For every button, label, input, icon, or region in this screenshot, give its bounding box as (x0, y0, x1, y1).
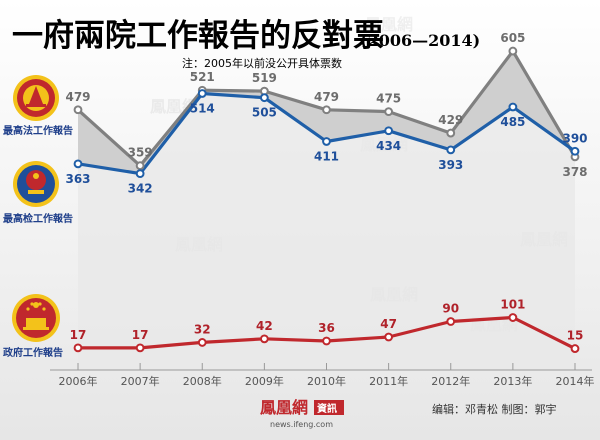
court-point (384, 107, 394, 117)
government-point (508, 313, 518, 322)
procuratorate-point (322, 137, 331, 146)
government-label: 政府工作報告 (3, 346, 63, 359)
x-tick-label: 2006年 (59, 374, 98, 388)
supreme-court-emblem (13, 75, 59, 121)
government-value-label: 36 (318, 321, 335, 335)
watermark: 鳳凰網 (365, 15, 413, 34)
court-point (73, 105, 83, 115)
national-emblem (12, 294, 60, 342)
logo-url: news.ifeng.com (270, 420, 333, 429)
government-value-label: 32 (194, 322, 211, 336)
procuratorate-point (508, 102, 518, 112)
procuratorate-label: 最高检工作報告 (3, 212, 73, 225)
procuratorate-point (570, 146, 580, 156)
procuratorate-value-label: 485 (500, 115, 525, 129)
government-value-label: 90 (442, 302, 459, 316)
court-value-label: 378 (562, 165, 587, 179)
procuratorate-point (73, 159, 83, 169)
procuratorate-value-label: 411 (314, 149, 339, 163)
court-point (508, 46, 518, 56)
procuratorate-value-label: 434 (376, 139, 401, 153)
government-point (570, 344, 580, 353)
procuratorate-value-label: 505 (252, 106, 277, 120)
government-point (197, 338, 207, 347)
government-point (322, 336, 331, 346)
government-value-label: 17 (70, 328, 87, 342)
government-value-label: 15 (567, 329, 584, 343)
x-tick-label: 2008年 (183, 374, 222, 388)
procuratorate-emblem (13, 161, 59, 207)
court-point (446, 128, 456, 138)
x-tick-label: 2013年 (493, 374, 532, 388)
court-value-label: 605 (500, 31, 525, 45)
government-point (384, 332, 394, 342)
government-point (135, 343, 145, 353)
x-tick-label: 2014年 (556, 374, 595, 388)
procuratorate-point (384, 126, 394, 136)
court-point (135, 161, 145, 171)
court-point (322, 105, 331, 115)
court-value-label: 475 (376, 92, 401, 106)
court-value-label: 479 (65, 90, 90, 104)
procuratorate-value-label: 390 (562, 131, 587, 145)
government-value-label: 47 (380, 317, 397, 331)
government-point (259, 334, 269, 344)
procuratorate-point (197, 89, 207, 98)
government-value-label: 17 (132, 328, 149, 342)
x-tick-label: 2011年 (369, 374, 408, 388)
government-value-label: 101 (500, 298, 525, 312)
x-tick-label: 2012年 (431, 374, 470, 388)
credits: 编辑：邓青松 制图：郭宇 (432, 402, 557, 416)
x-tick-label: 2007年 (121, 374, 160, 388)
logo-badge-bg (314, 400, 344, 415)
government-point (446, 317, 456, 326)
government-point (73, 343, 83, 353)
procuratorate-point (259, 93, 269, 103)
procuratorate-value-label: 393 (438, 158, 463, 172)
logo-badge: 資訊 (317, 402, 337, 415)
x-tick-label: 2010年 (307, 374, 346, 388)
court-value-label: 359 (128, 146, 153, 160)
court-value-label: 479 (314, 90, 339, 104)
court-value-label: 521 (190, 70, 215, 84)
procuratorate-value-label: 342 (128, 182, 153, 196)
chart-title: 一府兩院工作報告的反對票 (12, 18, 384, 54)
procuratorate-point (446, 145, 456, 155)
procuratorate-value-label: 363 (65, 172, 90, 186)
ifeng-logo: 鳳凰網 (260, 398, 308, 417)
chart-note: 注：2005年以前没公开具体票数 (182, 56, 342, 70)
court-value-label: 429 (438, 113, 463, 127)
procuratorate-area-fill (78, 93, 575, 370)
x-tick-label: 2009年 (245, 374, 284, 388)
procuratorate-value-label: 514 (190, 101, 215, 115)
supreme-court-label: 最高法工作報告 (3, 124, 73, 137)
chart-subtitle: (2006—2014) (360, 31, 480, 50)
procuratorate-point (135, 169, 145, 179)
government-value-label: 42 (256, 319, 273, 333)
court-value-label: 519 (252, 71, 277, 85)
